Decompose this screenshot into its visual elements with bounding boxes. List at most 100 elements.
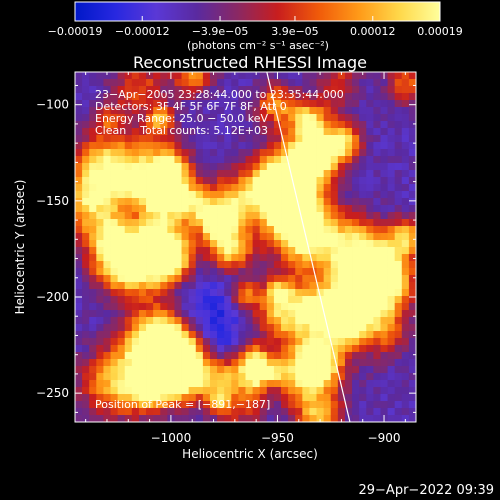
heatmap-cell xyxy=(231,100,239,108)
heatmap-cell xyxy=(380,156,388,164)
heatmap-cell xyxy=(281,93,289,101)
heatmap-cell xyxy=(366,219,374,227)
heatmap-cell xyxy=(188,352,197,360)
heatmap-cell xyxy=(245,149,253,157)
heatmap-cell xyxy=(217,408,225,416)
heatmap-cell xyxy=(174,114,182,122)
heatmap-cell xyxy=(330,317,339,325)
heatmap-cell xyxy=(252,107,261,115)
heatmap-cell xyxy=(231,338,239,346)
heatmap-cell xyxy=(245,338,253,346)
heatmap-cell xyxy=(266,394,275,402)
heatmap-cell xyxy=(302,254,310,262)
heatmap-cell xyxy=(245,303,253,311)
y-tick-label: −150 xyxy=(36,194,69,208)
heatmap-cell xyxy=(103,261,111,269)
heatmap-cell xyxy=(352,93,360,101)
heatmap-cell xyxy=(316,72,325,80)
heatmap-cell xyxy=(146,191,154,199)
heatmap-cell xyxy=(117,359,126,367)
heatmap-cell xyxy=(380,135,388,143)
heatmap-cell xyxy=(281,247,289,255)
heatmap-cell xyxy=(316,121,325,129)
heatmap-cell xyxy=(195,289,204,297)
heatmap-cell xyxy=(281,79,289,87)
heatmap-cell xyxy=(131,289,140,297)
heatmap-cell xyxy=(181,128,190,136)
heatmap-cell xyxy=(245,359,253,367)
heatmap-cell xyxy=(131,156,140,164)
heatmap-cell xyxy=(188,338,197,346)
heatmap-cell xyxy=(124,275,133,283)
heatmap-cell xyxy=(259,303,268,311)
heatmap-cell xyxy=(209,394,218,402)
heatmap-cell xyxy=(401,233,410,241)
heatmap-cell xyxy=(153,128,161,136)
heatmap-cell xyxy=(117,107,126,115)
heatmap-cell xyxy=(202,303,211,311)
heatmap-cell xyxy=(89,219,97,227)
heatmap-cell xyxy=(146,233,154,241)
heatmap-cell xyxy=(195,170,204,178)
heatmap-cell xyxy=(337,387,346,395)
heatmap-cell xyxy=(231,72,239,80)
heatmap-cell xyxy=(110,380,119,388)
heatmap-cell xyxy=(344,317,353,325)
heatmap-cell xyxy=(75,72,83,80)
heatmap-cell xyxy=(373,303,381,311)
heatmap-cell xyxy=(302,198,310,206)
heatmap-cell xyxy=(117,177,126,185)
heatmap-cell xyxy=(110,198,119,206)
heatmap-cell xyxy=(344,156,353,164)
heatmap-cell xyxy=(75,380,83,388)
heatmap-cell xyxy=(202,345,211,353)
heatmap-cell xyxy=(273,310,282,318)
heatmap-cell xyxy=(266,317,275,325)
heatmap-cell xyxy=(188,107,197,115)
heatmap-cell xyxy=(344,289,353,297)
heatmap-cell xyxy=(224,156,232,164)
heatmap-cell xyxy=(387,93,396,101)
heatmap-cell xyxy=(273,135,282,143)
heatmap-cell xyxy=(302,135,310,143)
heatmap-cell xyxy=(373,233,381,241)
heatmap-cell xyxy=(96,177,104,185)
heatmap-cell xyxy=(337,366,346,374)
heatmap-cell xyxy=(224,198,232,206)
heatmap-cell xyxy=(302,366,310,374)
heatmap-cell xyxy=(238,114,246,122)
heatmap-cell xyxy=(167,191,175,199)
heatmap-cell xyxy=(231,401,239,409)
heatmap-cell xyxy=(110,331,119,339)
heatmap-cell xyxy=(188,268,197,276)
heatmap-cell xyxy=(281,387,289,395)
heatmap-cell xyxy=(401,135,410,143)
heatmap-cell xyxy=(96,303,104,311)
heatmap-cell xyxy=(160,303,168,311)
heatmap-cell xyxy=(231,247,239,255)
heatmap-cell xyxy=(146,415,154,422)
heatmap-cell xyxy=(188,79,197,87)
heatmap-cell xyxy=(231,114,239,122)
heatmap-cell xyxy=(408,170,416,178)
heatmap-cell xyxy=(337,205,346,213)
heatmap-cell xyxy=(146,149,154,157)
colorbar-tick-label: −3.9e−05 xyxy=(192,25,249,38)
heatmap-cell xyxy=(117,233,126,241)
heatmap-cell xyxy=(167,170,175,178)
heatmap-cell xyxy=(273,261,282,269)
heatmap-cell xyxy=(195,408,204,416)
heatmap-cell xyxy=(316,128,325,136)
heatmap-cell xyxy=(259,212,268,220)
heatmap-cell xyxy=(352,352,360,360)
heatmap-cell xyxy=(231,415,239,422)
heatmap-cell xyxy=(288,296,296,304)
heatmap-cell xyxy=(288,317,296,325)
heatmap-cell xyxy=(103,219,111,227)
heatmap-cell xyxy=(323,93,332,101)
heatmap-cell xyxy=(82,261,90,269)
heatmap-cell xyxy=(103,212,111,220)
heatmap-cell xyxy=(174,261,182,269)
heatmap-cell xyxy=(295,303,303,311)
heatmap-cell xyxy=(217,415,225,422)
